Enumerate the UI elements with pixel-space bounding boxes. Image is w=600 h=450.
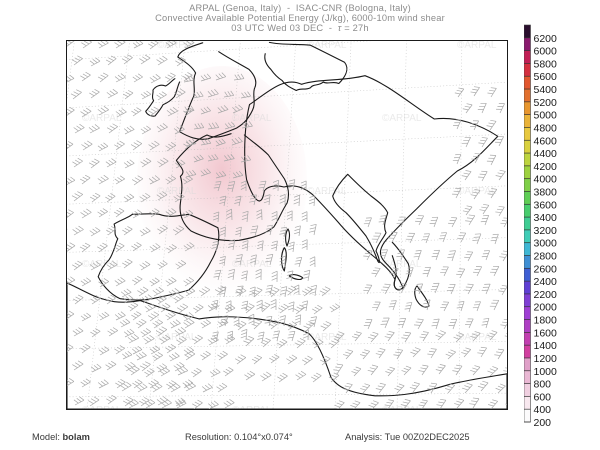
svg-text:3800: 3800 — [534, 186, 558, 198]
svg-text:3600: 3600 — [534, 199, 558, 211]
svg-text:2200: 2200 — [534, 289, 558, 301]
svg-text:©ARPAL: ©ARPAL — [232, 113, 272, 124]
svg-text:1800: 1800 — [534, 315, 558, 327]
svg-text:6200: 6200 — [534, 33, 558, 45]
svg-text:1200: 1200 — [534, 353, 558, 365]
svg-text:2800: 2800 — [534, 251, 558, 263]
svg-text:400: 400 — [534, 404, 552, 416]
svg-text:©ARPAL: ©ARPAL — [232, 405, 272, 409]
svg-text:©ARPAL: ©ARPAL — [157, 41, 197, 51]
svg-text:3200: 3200 — [534, 225, 558, 237]
svg-text:3000: 3000 — [534, 238, 558, 250]
svg-text:5200: 5200 — [534, 97, 558, 109]
svg-text:©ARPAL: ©ARPAL — [82, 113, 122, 124]
svg-text:©ARPAL: ©ARPAL — [232, 259, 272, 270]
svg-text:2000: 2000 — [534, 302, 558, 314]
svg-text:600: 600 — [534, 391, 552, 403]
svg-text:6000: 6000 — [534, 46, 558, 58]
svg-text:5400: 5400 — [534, 84, 558, 96]
svg-text:3400: 3400 — [534, 212, 558, 224]
svg-text:4400: 4400 — [534, 148, 558, 160]
svg-text:800: 800 — [534, 379, 552, 391]
svg-text:2600: 2600 — [534, 263, 558, 275]
svg-text:©ARPAL: ©ARPAL — [457, 41, 497, 51]
svg-text:4200: 4200 — [534, 161, 558, 173]
svg-text:2400: 2400 — [534, 276, 558, 288]
svg-text:4600: 4600 — [534, 135, 558, 147]
svg-text:1000: 1000 — [534, 366, 558, 378]
svg-text:5800: 5800 — [534, 58, 558, 70]
svg-text:1400: 1400 — [534, 340, 558, 352]
svg-text:5000: 5000 — [534, 110, 558, 122]
svg-text:4000: 4000 — [534, 174, 558, 186]
svg-text:5600: 5600 — [534, 71, 558, 83]
svg-text:©ARPAL: ©ARPAL — [82, 405, 122, 409]
svg-text:©ARPAL: ©ARPAL — [382, 113, 422, 124]
svg-text:4800: 4800 — [534, 122, 558, 134]
svg-text:200: 200 — [534, 417, 552, 429]
svg-text:1600: 1600 — [534, 327, 558, 339]
svg-text:©ARPAL: ©ARPAL — [382, 259, 422, 270]
